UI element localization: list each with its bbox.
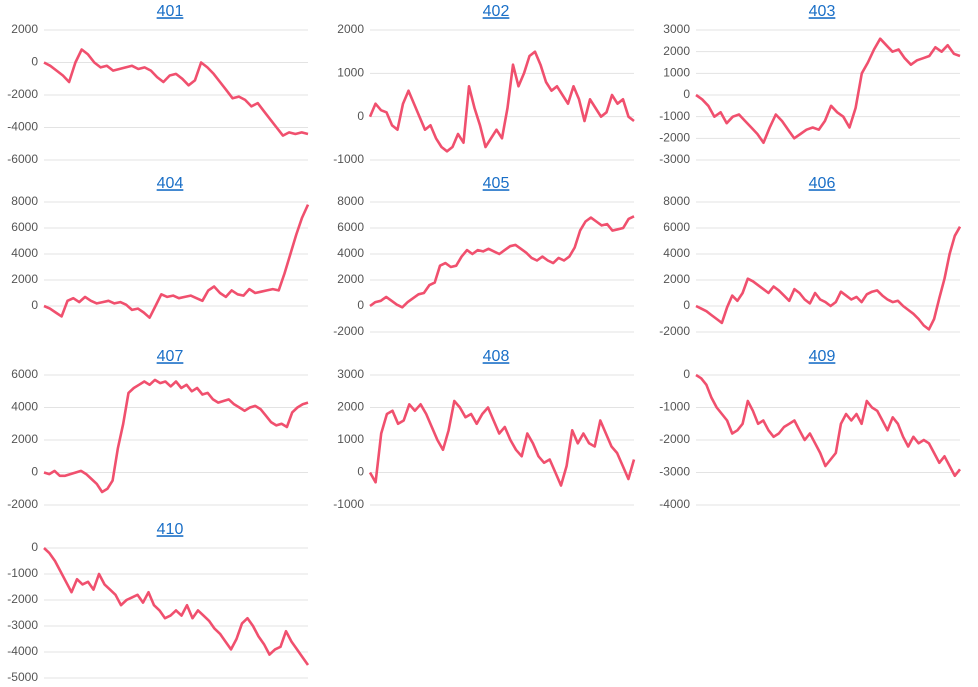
chart-title[interactable]: 401	[157, 3, 184, 20]
y-tick-label: 2000	[337, 272, 364, 286]
y-tick-label: 0	[357, 465, 364, 479]
y-tick-label: 0	[683, 298, 690, 312]
y-tick-label: 2000	[11, 22, 38, 36]
y-tick-label: 2000	[337, 22, 364, 36]
data-line	[43, 547, 310, 666]
y-tick-label: -4000	[659, 497, 690, 511]
y-tick-label: 0	[357, 109, 364, 123]
chart-title[interactable]: 405	[483, 175, 510, 192]
data-line	[369, 215, 635, 309]
data-line	[368, 399, 636, 487]
data-line	[43, 48, 309, 137]
y-tick-label: 4000	[11, 400, 38, 414]
y-tick-label: 2000	[11, 432, 38, 446]
y-tick-label: 0	[31, 298, 38, 312]
y-tick-label: -2000	[659, 432, 690, 446]
y-tick-label: -4000	[7, 644, 38, 658]
y-tick-label: -1000	[659, 109, 690, 123]
y-tick-label: 6000	[663, 220, 690, 234]
y-tick-label: 0	[31, 465, 38, 479]
y-tick-label: 6000	[11, 220, 38, 234]
y-tick-label: 8000	[337, 194, 364, 208]
y-tick-label: 0	[357, 298, 364, 312]
y-tick-label: 4000	[337, 246, 364, 260]
y-tick-label: 1000	[337, 432, 364, 446]
y-tick-label: 0	[683, 367, 690, 381]
y-tick-label: -2000	[7, 497, 38, 511]
y-tick-label: 0	[683, 87, 690, 101]
chart-title[interactable]: 403	[809, 3, 836, 20]
chart-title[interactable]: 410	[157, 521, 184, 538]
y-tick-label: -3000	[659, 152, 690, 166]
y-tick-label: -3000	[7, 618, 38, 632]
y-tick-label: -2000	[333, 324, 364, 338]
y-tick-label: -1000	[333, 152, 364, 166]
data-line	[695, 373, 962, 478]
y-tick-label: 3000	[337, 367, 364, 381]
data-line	[695, 37, 961, 144]
y-tick-label: 0	[31, 540, 38, 554]
chart-title[interactable]: 409	[809, 348, 836, 365]
chart-title[interactable]: 408	[483, 348, 510, 365]
chart-title[interactable]: 406	[809, 175, 836, 192]
y-tick-label: 6000	[11, 367, 38, 381]
y-tick-label: 2000	[663, 272, 690, 286]
y-tick-label: 4000	[11, 246, 38, 260]
chart-title[interactable]: 407	[157, 348, 184, 365]
y-tick-label: 2000	[11, 272, 38, 286]
y-tick-label: -1000	[7, 566, 38, 580]
y-tick-label: -2000	[7, 87, 38, 101]
y-tick-label: 0	[31, 55, 38, 69]
chart-title[interactable]: 404	[157, 175, 184, 192]
y-tick-label: -3000	[659, 465, 690, 479]
y-tick-label: -2000	[659, 324, 690, 338]
y-tick-label: 2000	[663, 44, 690, 58]
y-tick-label: 6000	[337, 220, 364, 234]
y-tick-label: -1000	[333, 497, 364, 511]
y-tick-label: 1000	[663, 66, 690, 80]
data-line	[368, 50, 635, 153]
y-tick-label: 1000	[337, 66, 364, 80]
y-tick-label: -4000	[7, 120, 38, 134]
data-line	[695, 226, 962, 331]
y-tick-label: -2000	[659, 131, 690, 145]
data-line	[43, 378, 309, 494]
y-tick-label: 3000	[663, 22, 690, 36]
y-tick-label: -1000	[659, 400, 690, 414]
data-line	[43, 204, 310, 319]
y-tick-label: -2000	[7, 592, 38, 606]
y-tick-label: 8000	[663, 194, 690, 208]
y-tick-label: -5000	[7, 670, 38, 684]
y-tick-label: 4000	[663, 246, 690, 260]
y-tick-label: 8000	[11, 194, 38, 208]
y-tick-label: 2000	[337, 400, 364, 414]
y-tick-label: -6000	[7, 152, 38, 166]
chart-title[interactable]: 402	[483, 3, 510, 20]
